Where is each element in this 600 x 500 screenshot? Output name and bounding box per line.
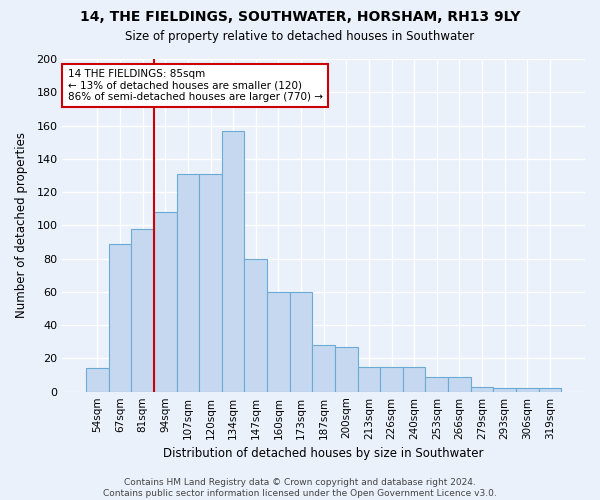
Text: Contains HM Land Registry data © Crown copyright and database right 2024.
Contai: Contains HM Land Registry data © Crown c… — [103, 478, 497, 498]
Bar — [448, 376, 471, 392]
Bar — [290, 292, 313, 392]
Bar — [335, 347, 358, 392]
Bar — [154, 212, 176, 392]
Text: Size of property relative to detached houses in Southwater: Size of property relative to detached ho… — [125, 30, 475, 43]
Bar — [176, 174, 199, 392]
Bar — [358, 366, 380, 392]
Bar — [403, 366, 425, 392]
Bar — [313, 345, 335, 392]
Bar — [539, 388, 561, 392]
Bar — [471, 386, 493, 392]
Bar — [86, 368, 109, 392]
Bar — [109, 244, 131, 392]
Text: 14, THE FIELDINGS, SOUTHWATER, HORSHAM, RH13 9LY: 14, THE FIELDINGS, SOUTHWATER, HORSHAM, … — [80, 10, 520, 24]
X-axis label: Distribution of detached houses by size in Southwater: Distribution of detached houses by size … — [163, 447, 484, 460]
Bar — [493, 388, 516, 392]
Bar — [131, 228, 154, 392]
Bar — [425, 376, 448, 392]
Bar — [199, 174, 222, 392]
Text: 14 THE FIELDINGS: 85sqm
← 13% of detached houses are smaller (120)
86% of semi-d: 14 THE FIELDINGS: 85sqm ← 13% of detache… — [68, 69, 323, 102]
Bar — [516, 388, 539, 392]
Y-axis label: Number of detached properties: Number of detached properties — [15, 132, 28, 318]
Bar — [380, 366, 403, 392]
Bar — [244, 258, 267, 392]
Bar — [267, 292, 290, 392]
Bar — [222, 130, 244, 392]
